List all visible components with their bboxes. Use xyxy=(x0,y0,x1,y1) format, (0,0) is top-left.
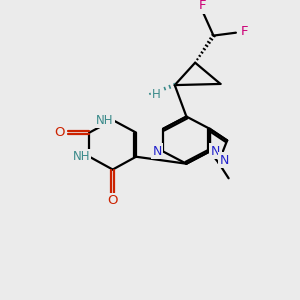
Text: N: N xyxy=(153,145,162,158)
Text: H: H xyxy=(152,88,161,101)
Text: F: F xyxy=(240,25,248,38)
Text: O: O xyxy=(107,194,118,208)
Text: NH: NH xyxy=(73,150,90,163)
Text: N: N xyxy=(211,145,220,158)
Text: O: O xyxy=(55,126,65,139)
Text: NH: NH xyxy=(96,113,113,127)
Text: F: F xyxy=(199,0,206,12)
Text: N: N xyxy=(220,154,229,167)
